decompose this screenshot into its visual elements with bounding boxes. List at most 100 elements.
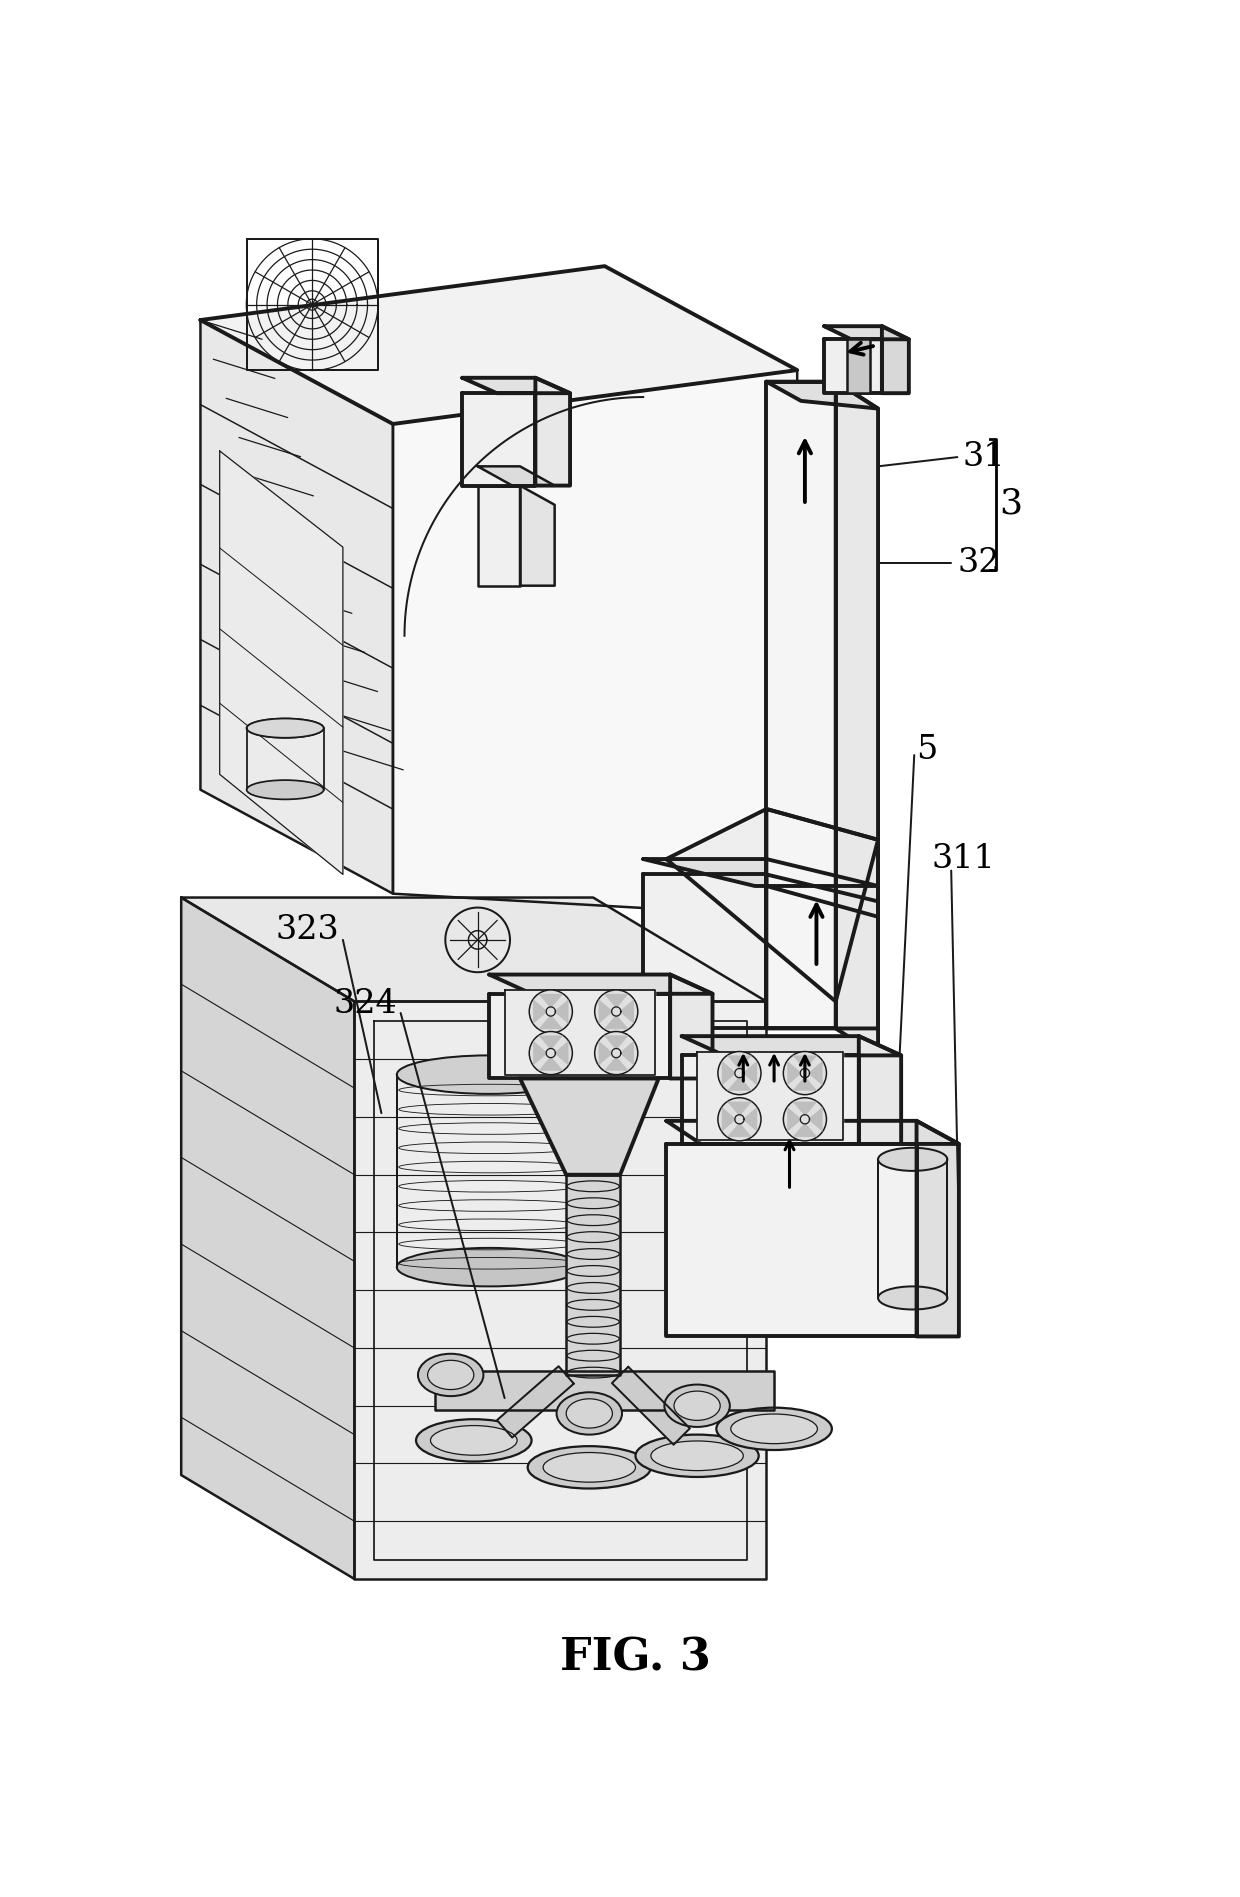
Polygon shape (666, 808, 878, 1002)
Polygon shape (538, 1015, 563, 1030)
Polygon shape (181, 897, 355, 1578)
Polygon shape (520, 486, 554, 586)
Polygon shape (670, 975, 713, 1079)
Ellipse shape (529, 1032, 573, 1074)
Polygon shape (836, 381, 878, 1055)
Polygon shape (666, 1144, 916, 1337)
Polygon shape (792, 1076, 817, 1091)
Polygon shape (538, 994, 563, 1009)
Polygon shape (435, 1372, 774, 1409)
Polygon shape (727, 1055, 751, 1070)
Polygon shape (766, 875, 878, 1028)
Polygon shape (533, 1000, 548, 1024)
Ellipse shape (247, 719, 324, 738)
Polygon shape (766, 381, 878, 408)
Polygon shape (538, 1057, 563, 1070)
Polygon shape (766, 381, 836, 1028)
Text: 31: 31 (962, 442, 1006, 472)
Polygon shape (477, 467, 554, 486)
Polygon shape (743, 1108, 758, 1133)
Text: 323: 323 (275, 914, 339, 947)
Ellipse shape (595, 990, 637, 1034)
Polygon shape (604, 994, 629, 1009)
Polygon shape (536, 378, 570, 486)
Polygon shape (727, 1102, 751, 1115)
Polygon shape (567, 1174, 620, 1375)
Polygon shape (505, 990, 655, 1074)
Ellipse shape (718, 1098, 761, 1140)
Polygon shape (181, 897, 766, 1002)
Polygon shape (463, 393, 536, 486)
Polygon shape (355, 1002, 766, 1578)
Polygon shape (644, 859, 878, 886)
Polygon shape (682, 1055, 859, 1144)
Ellipse shape (247, 780, 324, 799)
Ellipse shape (418, 1354, 484, 1396)
Ellipse shape (557, 1392, 622, 1434)
Polygon shape (722, 1108, 737, 1133)
Polygon shape (604, 1036, 629, 1051)
Polygon shape (666, 1121, 959, 1144)
Polygon shape (554, 1041, 568, 1066)
Ellipse shape (878, 1286, 947, 1309)
Polygon shape (682, 1036, 901, 1055)
Polygon shape (727, 1123, 751, 1136)
Text: FIG. 3: FIG. 3 (560, 1637, 711, 1681)
Text: 324: 324 (334, 988, 397, 1021)
Ellipse shape (651, 1442, 743, 1470)
Polygon shape (599, 1000, 613, 1024)
Ellipse shape (397, 1055, 582, 1095)
Polygon shape (792, 1055, 817, 1070)
Polygon shape (538, 1036, 563, 1051)
Polygon shape (808, 1060, 822, 1085)
Ellipse shape (784, 1051, 826, 1095)
Polygon shape (825, 340, 882, 393)
Polygon shape (604, 1057, 629, 1070)
Ellipse shape (567, 1398, 613, 1428)
Polygon shape (219, 451, 343, 875)
Polygon shape (490, 975, 713, 994)
Polygon shape (916, 1121, 959, 1337)
Ellipse shape (417, 1419, 532, 1461)
Polygon shape (644, 875, 766, 1028)
Text: 5: 5 (916, 734, 937, 766)
Polygon shape (599, 1041, 613, 1066)
Polygon shape (727, 1076, 751, 1091)
Polygon shape (604, 1015, 629, 1030)
Text: 3: 3 (999, 486, 1022, 520)
Polygon shape (825, 326, 909, 340)
Polygon shape (722, 1060, 737, 1085)
Polygon shape (882, 326, 909, 393)
Ellipse shape (717, 1408, 832, 1449)
Polygon shape (847, 340, 870, 393)
Polygon shape (792, 1123, 817, 1136)
Polygon shape (201, 321, 393, 893)
Polygon shape (520, 1079, 658, 1174)
Ellipse shape (635, 1434, 759, 1478)
Ellipse shape (595, 1032, 637, 1074)
Polygon shape (859, 1036, 901, 1144)
Text: 311: 311 (932, 842, 996, 875)
Polygon shape (477, 486, 520, 586)
Ellipse shape (430, 1425, 517, 1455)
Ellipse shape (528, 1446, 651, 1489)
Ellipse shape (543, 1453, 635, 1482)
Ellipse shape (428, 1360, 474, 1391)
Polygon shape (619, 1041, 634, 1066)
Ellipse shape (878, 1148, 947, 1170)
Text: 32: 32 (957, 546, 999, 579)
Polygon shape (463, 378, 570, 393)
Polygon shape (766, 808, 878, 916)
Ellipse shape (665, 1385, 730, 1427)
Ellipse shape (675, 1391, 720, 1421)
Polygon shape (497, 1366, 574, 1438)
Ellipse shape (718, 1051, 761, 1095)
Polygon shape (554, 1000, 568, 1024)
Polygon shape (201, 266, 797, 425)
Polygon shape (787, 1060, 802, 1085)
Ellipse shape (529, 990, 573, 1034)
Polygon shape (611, 1366, 689, 1446)
Ellipse shape (730, 1413, 817, 1444)
Ellipse shape (397, 1248, 582, 1286)
Polygon shape (393, 370, 797, 916)
